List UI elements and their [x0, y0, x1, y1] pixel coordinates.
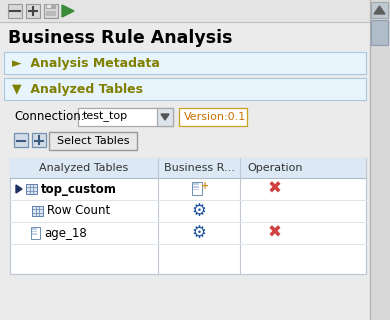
Bar [193, 186, 199, 188]
Bar [78, 108, 173, 126]
Bar [26, 184, 37, 194]
FancyBboxPatch shape [49, 132, 137, 150]
Polygon shape [62, 5, 74, 17]
Bar [32, 233, 37, 235]
Bar [8, 4, 22, 18]
Text: ▼  Analyzed Tables: ▼ Analyzed Tables [12, 83, 143, 95]
Bar [4, 52, 366, 74]
Bar [14, 133, 28, 147]
Text: Version:0.1: Version:0.1 [184, 112, 246, 122]
Text: top_custom: top_custom [41, 182, 117, 196]
Text: ⚙: ⚙ [191, 224, 206, 242]
Text: ►  Analysis Metadata: ► Analysis Metadata [12, 57, 160, 69]
Text: age_18: age_18 [44, 227, 87, 239]
Bar [10, 158, 366, 178]
Bar [179, 108, 247, 126]
Bar [32, 133, 46, 147]
Text: Business R...: Business R... [163, 163, 234, 173]
Text: Analyzed Tables: Analyzed Tables [39, 163, 129, 173]
Text: Connection:: Connection: [14, 110, 85, 124]
Bar [32, 230, 37, 232]
Bar [4, 78, 366, 100]
Text: Select Tables: Select Tables [57, 136, 129, 146]
Text: test_top: test_top [83, 112, 128, 122]
Polygon shape [161, 114, 169, 120]
Bar [0, 0, 390, 22]
Bar [32, 206, 43, 216]
Bar [26, 4, 40, 18]
Bar [44, 4, 58, 18]
Bar [371, 2, 388, 18]
Bar [46, 11, 56, 16]
Bar [10, 158, 366, 274]
Bar [370, 0, 390, 320]
Bar [193, 183, 199, 185]
Text: ⚙: ⚙ [191, 202, 206, 220]
Bar [47, 5, 51, 8]
Bar [157, 108, 173, 126]
Bar [192, 182, 202, 195]
Text: ✖: ✖ [268, 180, 282, 198]
Text: +: + [201, 181, 209, 191]
Bar [31, 227, 40, 239]
Text: Operation: Operation [247, 163, 303, 173]
Text: Row Count: Row Count [47, 204, 110, 218]
Text: Business Rule Analysis: Business Rule Analysis [8, 29, 232, 47]
Polygon shape [16, 185, 22, 193]
Bar [193, 188, 199, 190]
Polygon shape [374, 6, 385, 14]
Text: ✖: ✖ [268, 224, 282, 242]
Bar [46, 4, 56, 9]
Bar [371, 20, 388, 45]
Bar [32, 228, 37, 229]
